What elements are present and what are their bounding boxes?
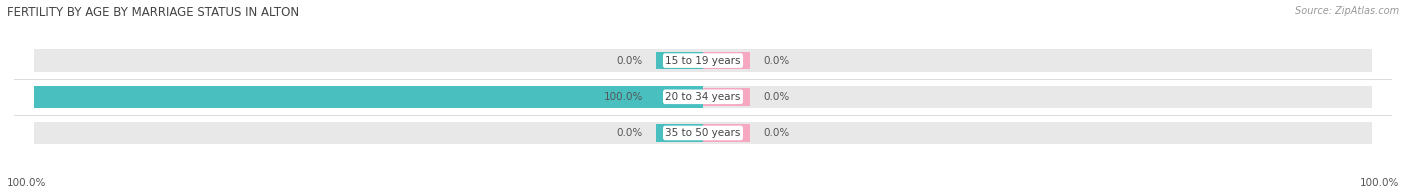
Text: Source: ZipAtlas.com: Source: ZipAtlas.com [1295, 6, 1399, 16]
Text: 0.0%: 0.0% [763, 56, 789, 66]
Text: 100.0%: 100.0% [603, 92, 643, 102]
Bar [34, 86, 1372, 108]
Text: 100.0%: 100.0% [7, 178, 46, 188]
Bar [657, 52, 703, 69]
Text: FERTILITY BY AGE BY MARRIAGE STATUS IN ALTON: FERTILITY BY AGE BY MARRIAGE STATUS IN A… [7, 6, 299, 19]
Bar [703, 124, 749, 142]
Text: 35 to 50 years: 35 to 50 years [665, 128, 741, 138]
Text: 100.0%: 100.0% [1360, 178, 1399, 188]
Bar [703, 52, 749, 69]
Text: 0.0%: 0.0% [617, 56, 643, 66]
Text: 15 to 19 years: 15 to 19 years [665, 56, 741, 66]
Text: 20 to 34 years: 20 to 34 years [665, 92, 741, 102]
Bar [34, 49, 1372, 72]
Text: 0.0%: 0.0% [763, 128, 789, 138]
Bar [34, 122, 1372, 144]
Bar [34, 86, 703, 108]
Bar [657, 124, 703, 142]
Text: 0.0%: 0.0% [617, 128, 643, 138]
Bar [657, 88, 703, 105]
Text: 0.0%: 0.0% [763, 92, 789, 102]
Bar [703, 88, 749, 105]
